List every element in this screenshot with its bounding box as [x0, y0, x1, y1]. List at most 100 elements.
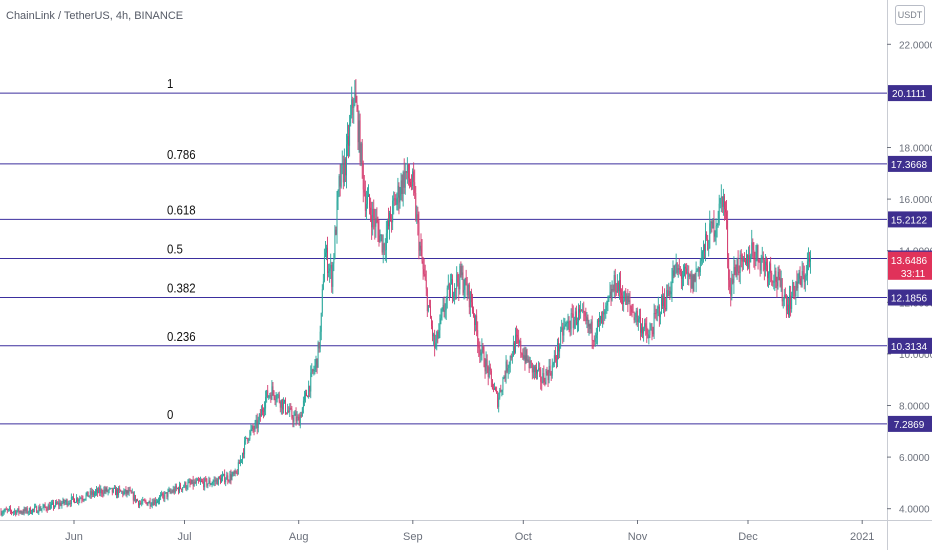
candle — [784, 287, 786, 299]
candle-body — [108, 488, 110, 491]
candle — [783, 288, 785, 307]
candle — [150, 502, 152, 507]
candle-body — [210, 484, 212, 486]
candle — [473, 306, 474, 318]
fib-price-bg — [888, 85, 932, 102]
candle — [1, 510, 3, 517]
candle — [109, 487, 111, 490]
candle-body — [310, 372, 312, 392]
candle-body — [130, 490, 132, 494]
candle-body — [83, 499, 85, 501]
candle-body — [527, 359, 529, 361]
candle — [19, 510, 21, 514]
candle-body — [574, 311, 576, 321]
time-axis-label: Oct — [515, 531, 532, 543]
candle — [665, 297, 667, 312]
candle — [701, 250, 703, 265]
candle-body — [588, 324, 590, 327]
candle — [69, 500, 71, 508]
candle — [266, 389, 268, 403]
candle — [143, 499, 145, 501]
candle-body — [103, 489, 105, 495]
currency-button[interactable]: USDT — [895, 5, 925, 25]
candle — [393, 191, 395, 215]
candle-body — [606, 300, 608, 306]
candle — [289, 403, 291, 417]
candle — [804, 273, 806, 292]
candle — [217, 476, 219, 486]
candle — [210, 483, 212, 486]
candle — [749, 245, 751, 274]
candle-body — [75, 502, 76, 503]
candle-body — [273, 391, 275, 398]
candle — [512, 335, 514, 357]
candle — [809, 251, 810, 268]
candle-body — [665, 307, 667, 310]
candle — [41, 508, 43, 513]
candle-body — [239, 459, 241, 464]
candle — [667, 284, 669, 298]
candle — [300, 411, 302, 418]
candle — [8, 505, 10, 512]
fib-retracement[interactable] — [0, 92, 887, 425]
candle-body — [6, 509, 8, 511]
candle — [420, 233, 422, 257]
candle-body — [773, 281, 775, 283]
candle — [493, 383, 494, 393]
candle-body — [400, 180, 402, 196]
candle — [297, 414, 299, 421]
candle-body — [36, 506, 38, 513]
candle-body — [792, 282, 794, 297]
candle-body — [688, 272, 690, 277]
candle-body — [374, 218, 376, 227]
candle-body — [314, 364, 316, 371]
candle — [489, 363, 491, 375]
candle-body — [552, 363, 554, 366]
candle-body — [238, 462, 240, 464]
candle-body — [179, 484, 180, 492]
candle-body — [15, 510, 17, 515]
candle-body — [685, 266, 687, 269]
candle-body — [436, 331, 438, 343]
candle-body — [738, 271, 740, 273]
candle-body — [424, 274, 426, 280]
candle-body — [164, 492, 166, 499]
candle-body — [112, 488, 114, 493]
candle — [76, 494, 78, 503]
candle-body — [262, 409, 263, 412]
candle — [677, 264, 679, 278]
candle-body — [332, 263, 334, 287]
candle-body — [361, 143, 363, 165]
candle-body — [582, 310, 584, 312]
candle-body — [658, 306, 660, 318]
candle-body — [265, 397, 267, 409]
symbol-title[interactable]: ChainLink / TetherUS, 4h, BINANCE — [6, 10, 184, 22]
candle — [694, 272, 696, 283]
candle-body — [116, 489, 117, 495]
candle — [77, 497, 79, 504]
candle — [541, 376, 543, 391]
candle-body — [248, 439, 250, 441]
candle — [584, 310, 586, 322]
candle — [298, 413, 300, 426]
candle-body — [237, 462, 239, 475]
candle — [74, 498, 75, 504]
candle-body — [794, 290, 796, 297]
candle — [343, 148, 345, 187]
candle-body — [729, 280, 731, 288]
candle — [397, 177, 399, 211]
candle — [54, 505, 55, 509]
candle-body — [670, 291, 672, 295]
candle — [435, 334, 437, 350]
candle-body — [443, 305, 445, 312]
candle-body — [539, 368, 541, 370]
candle — [799, 266, 801, 285]
candle-body — [385, 233, 387, 250]
candle — [390, 206, 391, 222]
candle-body — [721, 196, 723, 207]
candle-body — [396, 197, 398, 205]
candle-body — [245, 437, 247, 441]
candle — [579, 304, 580, 321]
candle — [454, 283, 456, 305]
